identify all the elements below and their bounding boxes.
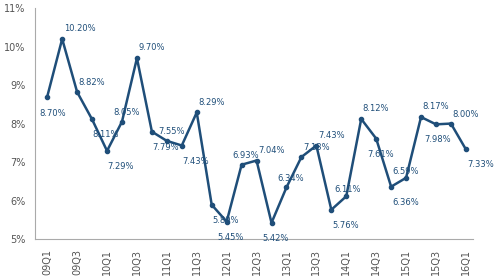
Text: 8.17%: 8.17% [423, 102, 449, 111]
Text: 7.33%: 7.33% [468, 160, 494, 169]
Text: 7.43%: 7.43% [318, 131, 344, 140]
Text: 7.79%: 7.79% [153, 143, 179, 152]
Text: 7.61%: 7.61% [367, 150, 394, 158]
Text: 6.34%: 6.34% [277, 174, 304, 183]
Text: 9.70%: 9.70% [138, 44, 165, 52]
Text: 8.11%: 8.11% [93, 130, 119, 139]
Text: 10.20%: 10.20% [64, 24, 95, 33]
Text: 6.93%: 6.93% [233, 151, 259, 160]
Text: 8.05%: 8.05% [113, 108, 140, 117]
Text: 7.29%: 7.29% [108, 162, 134, 171]
Text: 8.12%: 8.12% [363, 104, 389, 113]
Text: 5.42%: 5.42% [262, 234, 289, 243]
Text: 5.89%: 5.89% [213, 216, 239, 225]
Text: 7.98%: 7.98% [424, 135, 451, 144]
Text: 7.55%: 7.55% [158, 127, 184, 136]
Text: 6.11%: 6.11% [334, 185, 361, 194]
Text: 8.70%: 8.70% [40, 109, 66, 118]
Text: 7.13%: 7.13% [303, 143, 329, 152]
Text: 6.36%: 6.36% [393, 198, 419, 207]
Text: 8.82%: 8.82% [79, 78, 105, 87]
Text: 8.00%: 8.00% [453, 110, 479, 119]
Text: 5.76%: 5.76% [333, 221, 359, 230]
Text: 8.29%: 8.29% [198, 98, 225, 107]
Text: 7.43%: 7.43% [183, 157, 209, 165]
Text: 7.04%: 7.04% [258, 146, 284, 155]
Text: 5.45%: 5.45% [218, 233, 244, 242]
Text: 6.59%: 6.59% [393, 167, 419, 176]
